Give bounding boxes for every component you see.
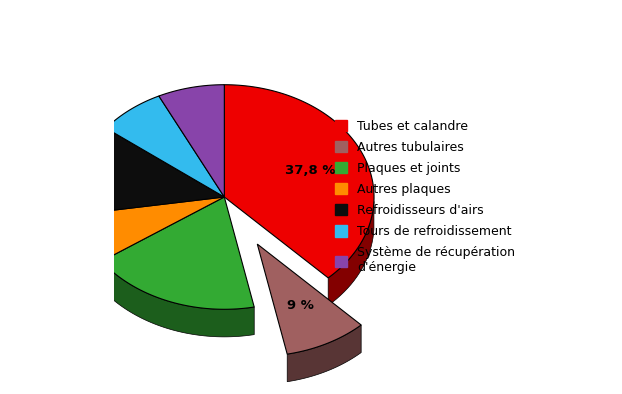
Polygon shape: [101, 197, 254, 309]
Legend: Tubes et calandre, Autres tubulaires, Plaques et joints, Autres plaques, Refroid: Tubes et calandre, Autres tubulaires, Pl…: [335, 120, 515, 274]
Polygon shape: [258, 244, 361, 354]
Text: 37,8 %: 37,8 %: [285, 164, 336, 177]
Polygon shape: [75, 197, 77, 242]
Text: 9 %: 9 %: [287, 299, 314, 312]
Polygon shape: [225, 85, 374, 278]
Polygon shape: [106, 96, 225, 197]
Polygon shape: [101, 261, 254, 337]
Polygon shape: [287, 325, 361, 382]
Polygon shape: [75, 128, 225, 215]
Polygon shape: [328, 201, 374, 305]
Polygon shape: [159, 85, 225, 197]
Polygon shape: [77, 215, 101, 289]
Polygon shape: [77, 197, 225, 261]
